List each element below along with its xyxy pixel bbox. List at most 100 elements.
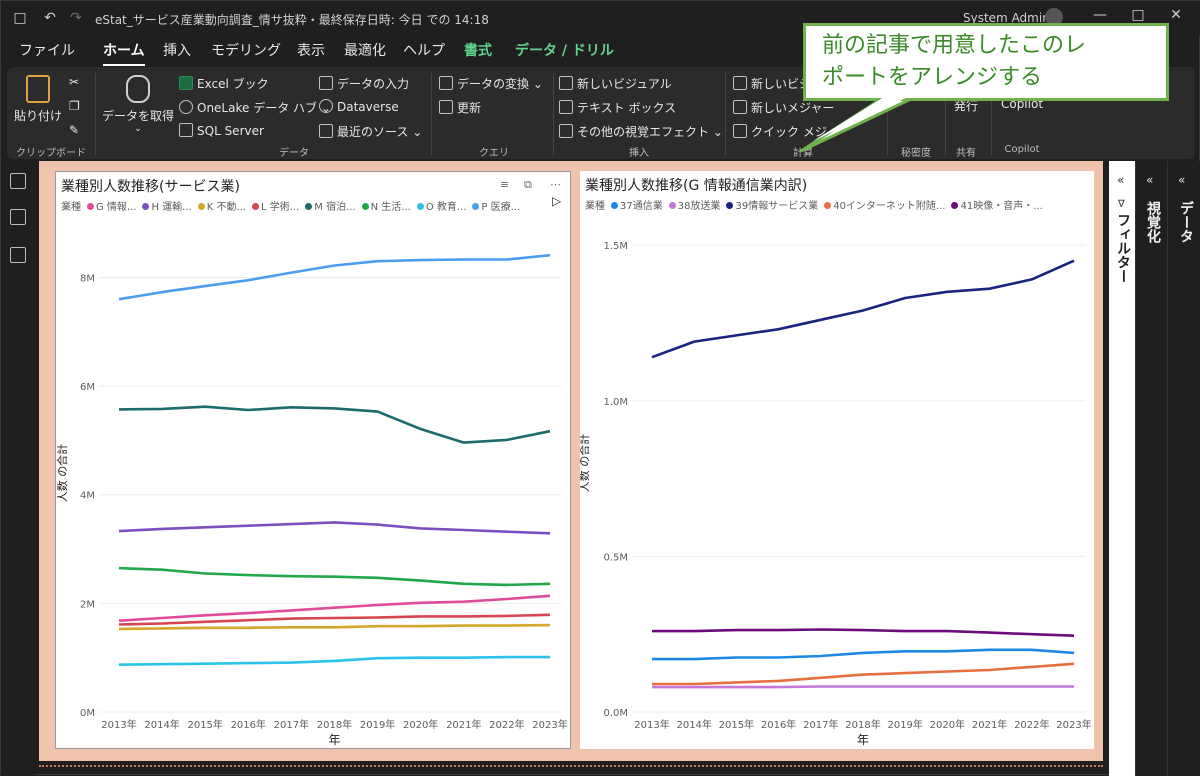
transform-data-button[interactable]: データの変換 ⌄	[439, 75, 543, 92]
tab-view[interactable]: 表示	[297, 43, 325, 59]
tab-data-drill[interactable]: データ / ドリル	[515, 43, 614, 59]
filter-icon[interactable]: ≡	[500, 178, 510, 191]
legend-item[interactable]: 39情報サービス業	[726, 201, 818, 212]
minimize-icon[interactable]: —	[1093, 7, 1107, 23]
cut-icon[interactable]: ✂	[69, 75, 80, 89]
legend-marker	[416, 203, 424, 210]
textbox-label: テキスト ボックス	[577, 101, 677, 115]
legend-item[interactable]: K 不動...	[197, 202, 246, 213]
legend-item[interactable]: M 宿泊...	[305, 202, 356, 213]
legend-item[interactable]: 40インターネット附随...	[824, 201, 945, 212]
legend-marker	[197, 203, 205, 210]
dataverse-button[interactable]: Dataverse	[319, 99, 399, 114]
excel-label: Excel ブック	[197, 77, 269, 91]
legend-item[interactable]: 41映像・音声・...	[951, 201, 1043, 212]
enter-data-button[interactable]: データの入力	[319, 75, 409, 92]
publish-label: 発行	[953, 99, 978, 113]
y-tick-label: 6M	[80, 382, 95, 393]
new-visual-button[interactable]: 新しいビジュアル	[559, 75, 672, 92]
maximize-icon[interactable]: □	[1131, 7, 1145, 23]
legend-item[interactable]: P 医療...	[472, 202, 520, 213]
legend-label: O 教育...	[425, 202, 467, 213]
legend-item[interactable]: 38放送業	[668, 201, 720, 212]
chart-svg: 0.0M 0.5M 1.0M 1.5M 2013年 2014年 2015年 2016年 2017…	[580, 241, 1092, 747]
collapse-icon[interactable]: «	[1178, 173, 1186, 187]
tab-optimize[interactable]: 最適化	[344, 43, 386, 59]
more-visuals-button[interactable]: その他の視覚エフェクト ⌄	[559, 123, 723, 140]
collapse-icon[interactable]: «	[1117, 173, 1125, 187]
legend-marker	[305, 203, 313, 210]
onelake-label: OneLake データ ハブ	[197, 101, 318, 115]
tab-home[interactable]: ホーム	[103, 40, 145, 66]
recent-sources-button[interactable]: 最近のソース ⌄	[319, 123, 422, 140]
line-chart-ict[interactable]: 業種別人数推移(G 情報通信業内訳) 業種 37通信業 38放送業 39情報サービス業…	[580, 171, 1094, 749]
legend-item[interactable]: L 学術...	[251, 202, 299, 213]
legend-marker	[668, 202, 676, 209]
x-tick-label: 2018年	[317, 718, 352, 731]
quick-measure-button[interactable]: クイック メジ	[733, 123, 827, 140]
visualizations-pane[interactable]: « 視覚化	[1135, 161, 1167, 776]
copy-icon[interactable]: ❐	[69, 99, 80, 113]
refresh-button[interactable]: 更新	[439, 99, 481, 116]
legend-next-icon[interactable]: ▷	[552, 194, 562, 208]
legend-marker	[142, 203, 150, 210]
onelake-icon	[179, 100, 193, 114]
calc-visual-icon	[733, 76, 747, 90]
ribbon-divider	[725, 73, 726, 155]
redo-icon[interactable]: ↷	[70, 10, 82, 26]
x-tick-label: 2023年	[532, 718, 567, 731]
collapse-icon[interactable]: «	[1146, 173, 1154, 187]
legend-item[interactable]: G 情報...	[87, 202, 136, 213]
excel-button[interactable]: Excel ブック	[179, 75, 269, 92]
legend-item[interactable]: 37通信業	[611, 201, 663, 212]
dax-query-icon[interactable]	[10, 247, 26, 263]
menu-bar: ファイル ホーム 挿入 モデリング 表示 最適化 ヘルプ 書式 データ / ドリ…	[1, 35, 1200, 66]
y-tick-label: 0.5M	[603, 552, 628, 563]
tab-insert[interactable]: 挿入	[163, 43, 191, 59]
tab-format[interactable]: 書式	[464, 43, 492, 59]
series-line	[118, 566, 551, 587]
transform-label: データの変換	[457, 77, 530, 91]
save-icon[interactable]: □	[13, 10, 27, 26]
line-chart-service[interactable]: 業種別人数推移(サービス業) ≡ ⧉ ⋯ 業種 G 情報... H 運輸... K 不…	[55, 171, 571, 749]
sql-server-button[interactable]: SQL Server	[179, 123, 264, 138]
focus-mode-icon[interactable]: ⧉	[524, 178, 532, 191]
onelake-button[interactable]: OneLake データ ハブ ⌄	[179, 99, 331, 116]
x-tick-label: 2015年	[719, 718, 754, 731]
close-icon[interactable]: ✕	[1170, 7, 1182, 23]
chart-legend: 業種 37通信業 38放送業 39情報サービス業 40インターネット附随... 41映像・…	[585, 197, 1049, 212]
legend-item[interactable]: N 生活...	[361, 202, 411, 213]
tab-help[interactable]: ヘルプ	[403, 43, 445, 59]
format-painter-icon[interactable]: ✎	[69, 123, 80, 137]
legend-item[interactable]: O 教育...	[416, 202, 467, 213]
legend-label: G 情報...	[96, 202, 137, 213]
legend-item[interactable]: H 運輸...	[142, 202, 192, 213]
new-measure-button[interactable]: 新しいメジャー	[733, 99, 834, 116]
title-bar: □ ↶ ↷ eStat_サービス産業動向調査_情サ抜粋・最終保存日時: 今日 で…	[1, 1, 1200, 35]
dataverse-icon	[319, 99, 333, 113]
user-name[interactable]: System Admin	[963, 11, 1050, 25]
filter-pane[interactable]: « ∇ フィルター	[1109, 161, 1135, 776]
undo-icon[interactable]: ↶	[44, 10, 56, 26]
transform-icon	[439, 76, 453, 90]
textbox-button[interactable]: テキスト ボックス	[559, 99, 676, 116]
tab-modeling[interactable]: モデリング	[211, 43, 281, 59]
refresh-label: 更新	[457, 101, 482, 115]
x-axis-label: 年	[328, 733, 340, 747]
visuals-icon	[559, 124, 573, 138]
model-view-icon[interactable]	[10, 209, 26, 225]
report-view-icon[interactable]	[10, 173, 26, 189]
callout-line-2: ポートをアレンジする	[822, 65, 1043, 90]
tab-file[interactable]: ファイル	[19, 43, 75, 59]
chart-icon	[559, 76, 573, 90]
more-options-icon[interactable]: ⋯	[550, 178, 561, 191]
new-visual-calc-button[interactable]: 新しいビジ	[733, 75, 811, 92]
get-data-button[interactable]: データを取得 ⌄	[101, 75, 175, 134]
avatar[interactable]	[1045, 8, 1063, 26]
data-pane[interactable]: « データ	[1167, 161, 1200, 776]
legend-label: N 生活...	[370, 202, 411, 213]
series-line	[118, 405, 551, 444]
legend-marker	[951, 202, 959, 209]
publish-button[interactable]: 発行	[949, 97, 983, 114]
paste-button[interactable]: 貼り付け	[13, 75, 63, 124]
